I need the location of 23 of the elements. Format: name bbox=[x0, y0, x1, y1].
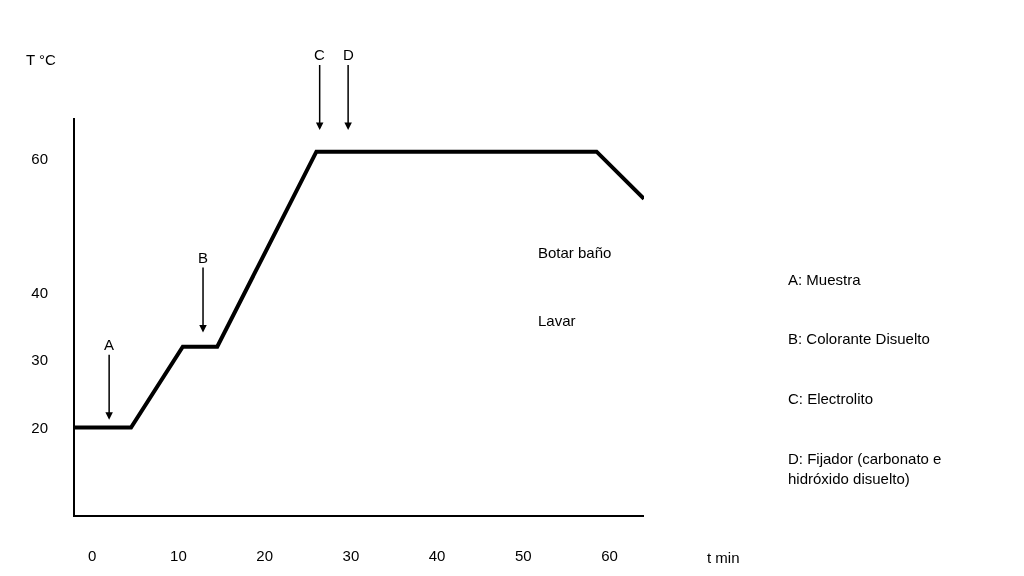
x-tick-label: 0 bbox=[88, 547, 97, 564]
x-tick-label: 50 bbox=[514, 547, 532, 564]
text: B: Colorante Disuelto bbox=[788, 330, 930, 347]
y-tick-label: 30 bbox=[31, 351, 48, 369]
annotation: B bbox=[198, 249, 209, 266]
y-tick-label: 20 bbox=[31, 418, 48, 436]
x-tick-label: 20 bbox=[256, 547, 274, 564]
x-tick-label: 40 bbox=[428, 547, 446, 564]
text: A: Muestra bbox=[788, 271, 862, 288]
x-tick-label: 30 bbox=[342, 547, 360, 564]
text: C: Electrolito bbox=[788, 390, 874, 407]
x-tick-label: 10 bbox=[170, 547, 187, 564]
text: C bbox=[314, 46, 325, 63]
y-tick-label: 40 bbox=[31, 284, 48, 302]
x-tick-label: 60 bbox=[601, 547, 618, 564]
annotation: Lavar bbox=[538, 312, 576, 329]
y-tick-label: 60 bbox=[31, 149, 48, 167]
annotation: A bbox=[104, 336, 115, 353]
x-axis-title: t min bbox=[707, 549, 740, 566]
annotation: Botar baño bbox=[538, 244, 612, 261]
text: D: Fijador (carbonato e hidróxido disuelto) bbox=[788, 450, 942, 487]
text: D bbox=[343, 46, 354, 63]
y-axis-title: T °C bbox=[26, 51, 57, 68]
